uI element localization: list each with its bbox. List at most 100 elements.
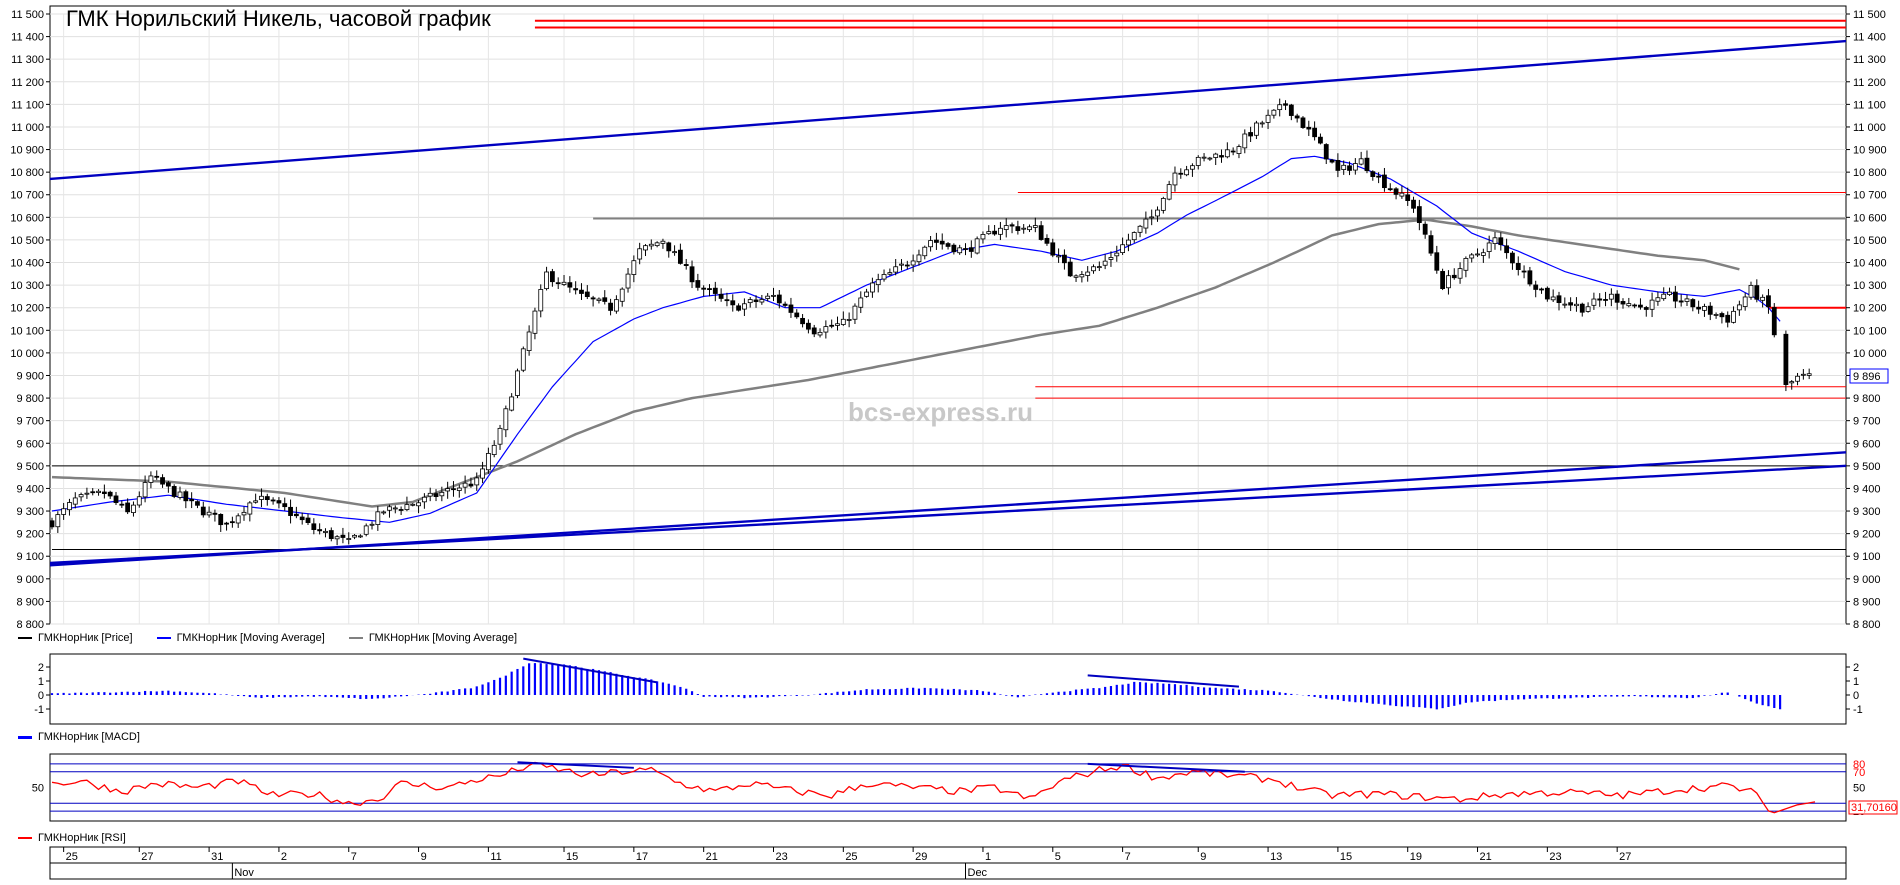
macd-panel	[49, 653, 1847, 725]
candle-body	[747, 299, 753, 304]
y-tick-label: 10 800	[1853, 167, 1887, 179]
macd-divergence-lines	[523, 657, 1240, 688]
candle-body	[1480, 252, 1486, 256]
candle-body	[264, 496, 270, 501]
candle-body	[957, 247, 963, 254]
candle-body	[1102, 260, 1108, 266]
y-tick-label: 9 200	[16, 529, 44, 541]
candle-body	[753, 299, 759, 303]
candle-body	[293, 513, 299, 517]
candle-body	[660, 240, 666, 244]
candle-body	[788, 304, 794, 313]
candle-body	[328, 530, 334, 539]
candle-body	[107, 491, 113, 497]
rsi-line	[51, 761, 1816, 814]
candle-body	[1341, 164, 1347, 170]
candle-body	[1469, 254, 1475, 259]
candle-body	[1661, 293, 1667, 300]
candle-body	[1649, 299, 1655, 310]
candle-body	[724, 299, 730, 302]
candle-body	[840, 318, 846, 325]
x-tick-label: 13	[1270, 851, 1282, 863]
x-tick-label: 23	[775, 851, 787, 863]
y-tick-label: 11 200	[1853, 77, 1886, 89]
x-tick-label: 9	[421, 851, 427, 863]
candle-body	[84, 492, 90, 495]
legend-row-macd: ГМКНорНик [MACD]	[18, 731, 140, 743]
y-tick-label: 11 000	[11, 122, 44, 134]
last-price-label: 9 896	[1853, 371, 1881, 383]
candle-body	[648, 243, 654, 247]
rsi-axis-left: 50	[32, 783, 44, 795]
y-tick-label: 10 500	[1853, 235, 1887, 247]
candle-body	[1806, 373, 1812, 376]
candle-body	[305, 517, 311, 523]
candle-body	[195, 501, 200, 506]
candle-body	[1451, 274, 1457, 279]
candle-body	[1352, 163, 1358, 171]
legend-row-main: ГМКНорНик [Price] ГМКНорНик [Moving Aver…	[18, 632, 517, 644]
y-tick-label: 9 700	[16, 416, 44, 428]
candle-body	[131, 504, 136, 513]
candle-body	[1300, 117, 1306, 128]
candle-body	[538, 289, 544, 312]
candle-body	[1434, 252, 1440, 271]
rsi-panel	[49, 753, 1847, 822]
candle-body	[136, 496, 142, 506]
candle-body	[666, 242, 672, 252]
candle-body	[858, 297, 864, 308]
candle-body	[1672, 291, 1678, 302]
candle-body	[1172, 172, 1178, 186]
divergence-line	[1087, 674, 1240, 688]
candle-body	[404, 504, 410, 510]
macd-axis-right: 2 1 0 -1	[1846, 662, 1863, 716]
candle-body	[1044, 237, 1050, 244]
candle-body	[1411, 199, 1416, 209]
y-tick-label: 70	[1853, 767, 1865, 779]
moving-average-slow-line	[51, 218, 1740, 508]
candle-body	[1073, 275, 1079, 278]
candle-body	[1684, 298, 1690, 302]
x-tick-label: 5	[1055, 851, 1061, 863]
candle-body	[96, 490, 101, 493]
candle-body	[1079, 274, 1085, 278]
candle-body	[1626, 303, 1632, 307]
candle-body	[852, 305, 858, 320]
candle-body	[1108, 257, 1114, 260]
candle-body	[1259, 122, 1265, 125]
candle-body	[375, 511, 381, 525]
candle-body	[759, 299, 765, 303]
rsi-swatch	[18, 837, 32, 839]
level-lines	[52, 19, 1846, 550]
y-tick-label: 10 600	[1853, 212, 1887, 224]
y-tick-label: 10 700	[10, 190, 44, 202]
moving-average-fast-line	[51, 155, 1781, 523]
candle-body	[771, 294, 776, 297]
candle-body	[1096, 266, 1102, 269]
candle-body	[1160, 198, 1166, 211]
candle-body	[241, 511, 247, 516]
candle-body	[532, 310, 538, 334]
candle-body	[602, 297, 608, 302]
candle-body	[800, 317, 805, 325]
candle-body	[683, 264, 689, 266]
candle-body	[544, 271, 549, 290]
candle-body	[730, 300, 736, 306]
candle-body	[1678, 300, 1684, 303]
candle-body	[1766, 295, 1771, 308]
candle-body	[625, 273, 631, 289]
y-tick-label: 10 500	[10, 235, 44, 247]
candle-body	[1504, 245, 1510, 254]
candle-body	[1608, 293, 1614, 300]
candle-body	[206, 511, 212, 516]
divergence-line	[517, 761, 634, 769]
candle-body	[1492, 237, 1498, 244]
candle-body	[1736, 304, 1742, 311]
candle-body	[864, 291, 869, 297]
candle-body	[1131, 232, 1137, 241]
candle-body	[276, 500, 282, 504]
x-tick-label: 7	[351, 851, 357, 863]
candle-body	[1638, 304, 1643, 308]
x-tick-label: 29	[915, 851, 927, 863]
candle-body	[369, 523, 375, 526]
